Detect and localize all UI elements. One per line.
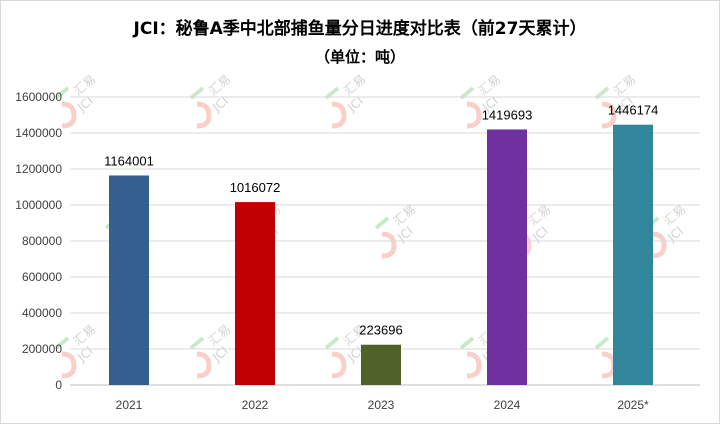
watermark-en-text: JCI	[664, 224, 686, 245]
x-tick-label: 2025*	[617, 398, 649, 412]
x-tick-label: 2022	[242, 398, 269, 412]
x-axis-ticks: 2021 2022 2023 2024 2025*	[116, 398, 649, 412]
bar-2021	[109, 175, 149, 385]
bars	[109, 124, 653, 385]
watermark-en-text: JCI	[394, 224, 416, 245]
data-label: 1164001	[104, 153, 154, 168]
y-tick-label: 0	[55, 378, 62, 392]
x-tick-label: 2024	[494, 398, 521, 412]
y-tick-label: 600000	[22, 270, 62, 284]
y-tick-label: 1600000	[15, 90, 62, 104]
bar-2023	[361, 344, 401, 385]
y-tick-label: 1400000	[15, 126, 62, 140]
watermark-en-text: JCI	[209, 344, 231, 365]
chart-title: JCI：秘鲁A季中北部捕鱼量分日进度对比表（前27天累计）	[133, 19, 587, 39]
x-tick-label: 2023	[368, 398, 395, 412]
y-axis-ticks: 0 200000 400000 600000 800000 1000000 1200000 1…	[15, 90, 62, 392]
bar-2022	[235, 202, 275, 385]
data-label: 1446174	[608, 103, 659, 118]
bar-2025	[613, 124, 653, 385]
chart-subtitle: （单位：吨）	[314, 48, 405, 66]
y-tick-label: 400000	[22, 306, 62, 320]
data-label: 223696	[359, 323, 402, 338]
watermark-en-text: JCI	[74, 344, 96, 365]
data-labels: 1164001 1016072 223696 1419693 1446174	[104, 103, 658, 338]
y-tick-label: 800000	[22, 234, 62, 248]
y-tick-label: 1200000	[15, 162, 62, 176]
watermark-en-text: JCI	[529, 224, 551, 245]
y-tick-label: 200000	[22, 342, 62, 356]
data-label: 1419693	[482, 107, 533, 122]
y-tick-label: 1000000	[15, 198, 62, 212]
bar-2024	[487, 129, 527, 385]
x-tick-label: 2021	[116, 398, 143, 412]
data-label: 1016072	[230, 180, 281, 195]
